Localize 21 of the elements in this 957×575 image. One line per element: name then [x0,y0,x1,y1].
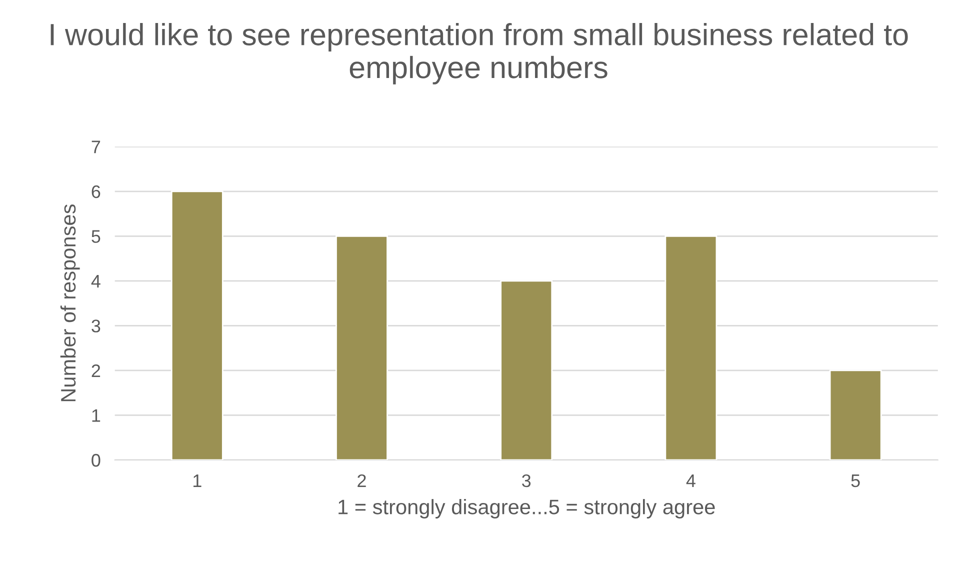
bar [170,190,224,460]
y-tick-label: 2 [92,364,100,378]
y-tick-label: 1 [92,409,100,422]
bar [336,235,388,460]
y-tick-label: 6 [92,185,100,198]
y-tick-label: 4 [91,275,100,288]
chart-title: I would like to see representation from small business related to employee numbers [50,23,908,84]
x-axis-title: 1 = strongly disagree...5 = strongly agree [338,499,715,518]
y-tick-label: 0 [92,454,100,467]
x-tick-label: 1 [194,474,202,487]
x-tick-label: 5 [851,474,860,488]
x-tick-label: 4 [686,474,696,487]
x-tick-label: 2 [358,474,366,487]
y-tick-label: 5 [92,230,100,243]
x-tick-label: 3 [522,474,531,488]
y-axis-title: Number of responses [60,204,80,402]
y-tick-label: 7 [92,140,100,154]
bar [500,280,553,460]
bar [664,235,718,460]
y-tick-label: 3 [92,320,100,332]
bar [829,370,882,460]
